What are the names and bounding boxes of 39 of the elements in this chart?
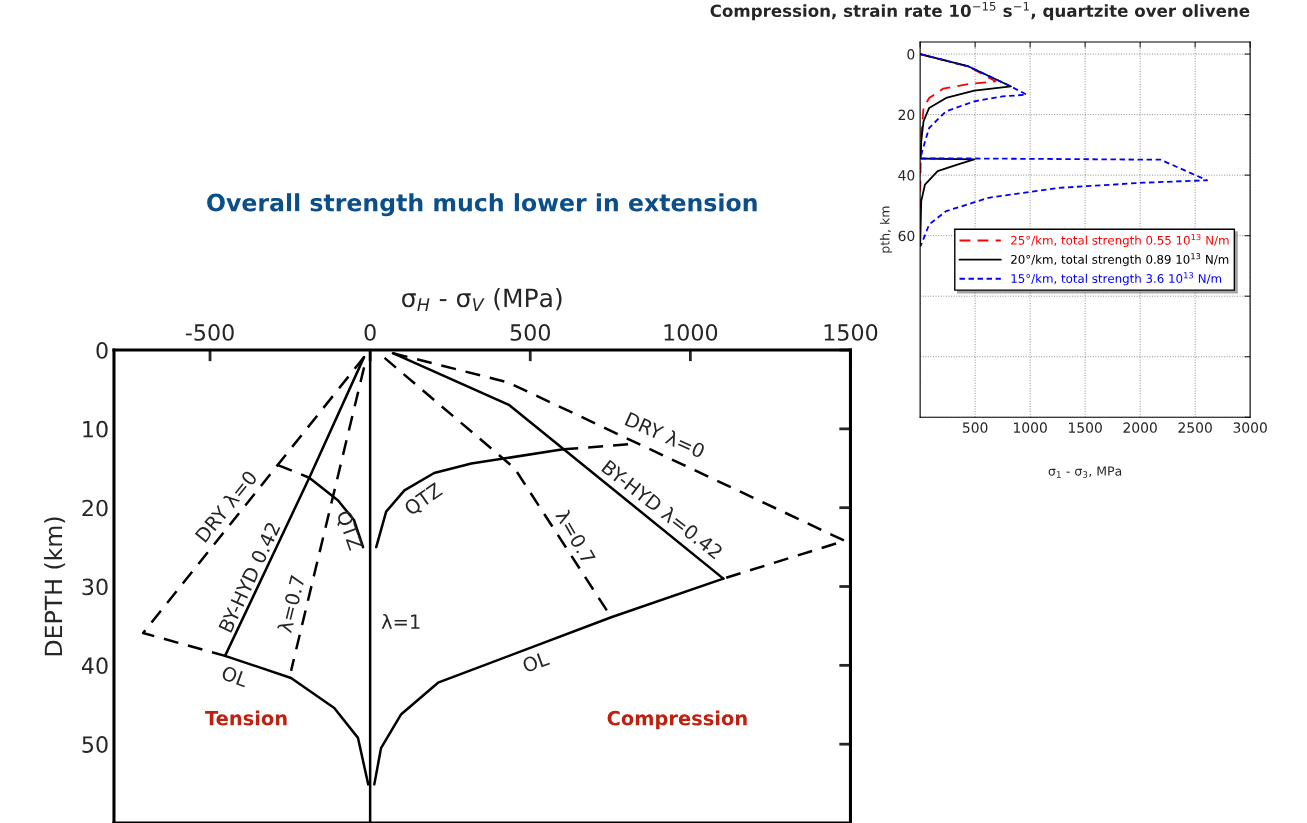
legend-label: 15°/km, total strength 3.6 10$^{13}$ N/m bbox=[1011, 272, 1222, 286]
annotation: Compression bbox=[607, 710, 747, 730]
x-axis-title: σ$_{1}$ - σ$_{3}$, MPa bbox=[1048, 466, 1122, 478]
legend-label: 25°/km, total strength 0.55 10$^{13}$ N/m bbox=[1011, 233, 1229, 248]
x-tick-label: 3000 bbox=[1233, 422, 1267, 433]
y-tick-label: 20 bbox=[898, 109, 915, 121]
x-tick-label: 0 bbox=[364, 324, 376, 341]
y-axis-title: DEPTH (km) bbox=[44, 517, 66, 656]
chart-title: Overall strength much lower in extension bbox=[207, 193, 757, 217]
annotation: λ=0.7 bbox=[276, 574, 306, 634]
y-tick-label: 60 bbox=[898, 230, 915, 242]
x-tick-label: 1500 bbox=[824, 324, 878, 341]
x-tick-label: -500 bbox=[185, 324, 234, 341]
annotation: OL bbox=[521, 650, 551, 674]
y-tick-label: 10 bbox=[83, 420, 108, 438]
x-tick-label: 500 bbox=[962, 422, 988, 433]
x-axis-title: σ$_{H}$ - σ$_{V}$ (MPa) bbox=[402, 287, 562, 312]
x-tick-label: 1000 bbox=[1013, 422, 1047, 433]
annotation: QTZ bbox=[403, 481, 445, 518]
y-tick-label: 0 bbox=[907, 49, 915, 60]
x-tick-label: 1500 bbox=[1068, 422, 1102, 433]
y-axis-title: pth, km bbox=[879, 206, 893, 253]
y-tick-label: 40 bbox=[898, 170, 915, 181]
annotation: OL bbox=[220, 665, 250, 688]
annotation: QTZ bbox=[334, 509, 364, 552]
chart-title: Compression, strain rate 10$^{−15}$ s$^{−1}$, quartzite over olivene bbox=[710, 1, 1250, 21]
y-tick-label: 20 bbox=[82, 499, 108, 517]
y-tick-label: 50 bbox=[82, 736, 108, 753]
annotation: Tension bbox=[205, 710, 287, 726]
y-tick-label: 40 bbox=[81, 657, 108, 675]
y-tick-label: 30 bbox=[82, 578, 108, 596]
y-tick-label: 0 bbox=[96, 341, 108, 359]
legend-label: 20°/km, total strength 0.89 10$^{13}$ N/m bbox=[1011, 253, 1229, 267]
annotation: DRY λ=0 bbox=[624, 411, 706, 459]
x-tick-label: 1000 bbox=[664, 324, 718, 341]
x-tick-label: 2000 bbox=[1123, 422, 1157, 433]
x-tick-label: 2500 bbox=[1178, 422, 1212, 433]
x-tick-label: 500 bbox=[510, 324, 550, 341]
annotation: λ=1 bbox=[381, 613, 420, 629]
